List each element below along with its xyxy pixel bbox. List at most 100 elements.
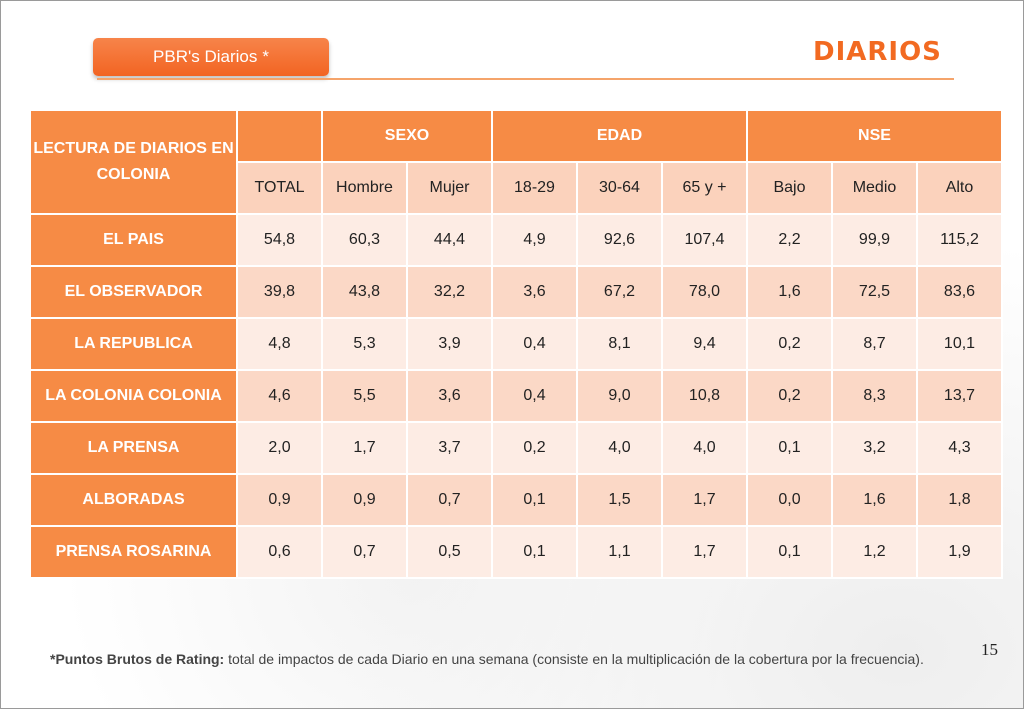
table-body: EL PAIS 54,8 60,3 44,4 4,9 92,6 107,4 2,2 99,9 11… xyxy=(29,213,1003,579)
column-header: Medio xyxy=(831,161,918,215)
table-cell: 78,0 xyxy=(661,265,748,319)
footnote: *Puntos Brutos de Rating: total de impac… xyxy=(50,650,970,669)
table-cell: 3,7 xyxy=(406,421,493,475)
table-cell: 8,1 xyxy=(576,317,663,371)
table-cell: 4,0 xyxy=(576,421,663,475)
table-cell: 0,9 xyxy=(236,473,323,527)
table-cell: 0,2 xyxy=(746,317,833,371)
table-cell: 54,8 xyxy=(236,213,323,267)
column-header: 65 y + xyxy=(661,161,748,215)
table-cell: 4,0 xyxy=(661,421,748,475)
table-cell: 0,1 xyxy=(491,525,578,579)
title-rule xyxy=(97,78,954,80)
table-cell: 5,5 xyxy=(321,369,408,423)
table-cell: 0,1 xyxy=(746,525,833,579)
table-cell: 0,9 xyxy=(321,473,408,527)
table-cell: 39,8 xyxy=(236,265,323,319)
row-label: LA PRENSA xyxy=(29,421,238,475)
table-cell: 10,8 xyxy=(661,369,748,423)
table-cell: 1,9 xyxy=(916,525,1003,579)
page-title: DIARIOS xyxy=(813,37,942,67)
table-cell: 67,2 xyxy=(576,265,663,319)
column-header: TOTAL xyxy=(236,161,323,215)
section-tag: PBR's Diarios * xyxy=(93,38,329,76)
group-header-empty xyxy=(236,109,323,163)
table-cell: 1,1 xyxy=(576,525,663,579)
footnote-text: total de impactos de cada Diario en una … xyxy=(224,651,924,667)
table-cell: 0,2 xyxy=(746,369,833,423)
group-header-sexo: SEXO xyxy=(321,109,493,163)
page-number: 15 xyxy=(981,640,998,659)
table-cell: 115,2 xyxy=(916,213,1003,267)
table-cell: 44,4 xyxy=(406,213,493,267)
table-cell: 10,1 xyxy=(916,317,1003,371)
row-label: PRENSA ROSARINA xyxy=(29,525,238,579)
subheader-row: TOTAL Hombre Mujer 18-29 30-64 65 y + Ba… xyxy=(30,161,1003,215)
table-cell: 1,7 xyxy=(321,421,408,475)
table-cell: 4,8 xyxy=(236,317,323,371)
table-cell: 1,6 xyxy=(746,265,833,319)
table-cell: 1,6 xyxy=(831,473,918,527)
table-cell: 4,6 xyxy=(236,369,323,423)
table-cell: 83,6 xyxy=(916,265,1003,319)
table-cell: 0,5 xyxy=(406,525,493,579)
table-cell: 3,6 xyxy=(491,265,578,319)
table-cell: 9,4 xyxy=(661,317,748,371)
column-header: Hombre xyxy=(321,161,408,215)
table-cell: 3,9 xyxy=(406,317,493,371)
section-tag-label: PBR's Diarios xyxy=(153,47,258,66)
row-label: LA REPUBLICA xyxy=(29,317,238,371)
table-cell: 99,9 xyxy=(831,213,918,267)
readership-table: LECTURA DE DIARIOS EN COLONIA SEXO EDAD … xyxy=(29,109,1003,579)
table-row: ALBORADAS 0,9 0,9 0,7 0,1 1,5 1,7 0,0 1,6 1,8 xyxy=(29,473,1003,527)
row-label: LA COLONIA COLONIA xyxy=(29,369,238,423)
row-label: ALBORADAS xyxy=(29,473,238,527)
table-cell: 4,9 xyxy=(491,213,578,267)
table-cell: 0,4 xyxy=(491,369,578,423)
table-row: PRENSA ROSARINA 0,6 0,7 0,5 0,1 1,1 1,7 0,1 1,2 1… xyxy=(29,525,1003,579)
corner-header: LECTURA DE DIARIOS EN COLONIA xyxy=(29,109,238,215)
table-cell: 92,6 xyxy=(576,213,663,267)
table-cell: 1,7 xyxy=(661,473,748,527)
table-cell: 5,3 xyxy=(321,317,408,371)
table-cell: 72,5 xyxy=(831,265,918,319)
column-header: Alto xyxy=(916,161,1003,215)
table-cell: 2,2 xyxy=(746,213,833,267)
group-header-row: LECTURA DE DIARIOS EN COLONIA SEXO EDAD … xyxy=(29,109,1003,215)
section-tag-star: * xyxy=(262,47,269,66)
row-label: EL PAIS xyxy=(29,213,238,267)
table-cell: 0,7 xyxy=(321,525,408,579)
table-cell: 0,4 xyxy=(491,317,578,371)
table-cell: 0,6 xyxy=(236,525,323,579)
table-cell: 1,5 xyxy=(576,473,663,527)
table-cell: 0,1 xyxy=(746,421,833,475)
table-cell: 1,2 xyxy=(831,525,918,579)
table-cell: 3,6 xyxy=(406,369,493,423)
table-cell: 9,0 xyxy=(576,369,663,423)
table-cell: 60,3 xyxy=(321,213,408,267)
table-cell: 1,8 xyxy=(916,473,1003,527)
table-cell: 8,3 xyxy=(831,369,918,423)
column-header: Mujer xyxy=(406,161,493,215)
table-cell: 1,7 xyxy=(661,525,748,579)
table-cell: 0,2 xyxy=(491,421,578,475)
table-cell: 8,7 xyxy=(831,317,918,371)
column-header: 18-29 xyxy=(491,161,578,215)
table-row: EL OBSERVADOR 39,8 43,8 32,2 3,6 67,2 78,0 1,6 7… xyxy=(29,265,1003,319)
column-header: Bajo xyxy=(746,161,833,215)
group-header-edad: EDAD xyxy=(491,109,748,163)
table-cell: 0,0 xyxy=(746,473,833,527)
table-cell: 2,0 xyxy=(236,421,323,475)
table-row: EL PAIS 54,8 60,3 44,4 4,9 92,6 107,4 2,2 99,9 11… xyxy=(29,213,1003,267)
table-cell: 3,2 xyxy=(831,421,918,475)
table-cell: 13,7 xyxy=(916,369,1003,423)
table-cell: 0,1 xyxy=(491,473,578,527)
table-cell: 107,4 xyxy=(661,213,748,267)
column-header: 30-64 xyxy=(576,161,663,215)
group-header-nse: NSE xyxy=(746,109,1003,163)
table-row: LA PRENSA 2,0 1,7 3,7 0,2 4,0 4,0 0,1 3,2 4,3 xyxy=(29,421,1003,475)
table-row: LA REPUBLICA 4,8 5,3 3,9 0,4 8,1 9,4 0,2 8,7 10,1 xyxy=(29,317,1003,371)
footnote-term: *Puntos Brutos de Rating: xyxy=(50,651,225,667)
table-cell: 32,2 xyxy=(406,265,493,319)
